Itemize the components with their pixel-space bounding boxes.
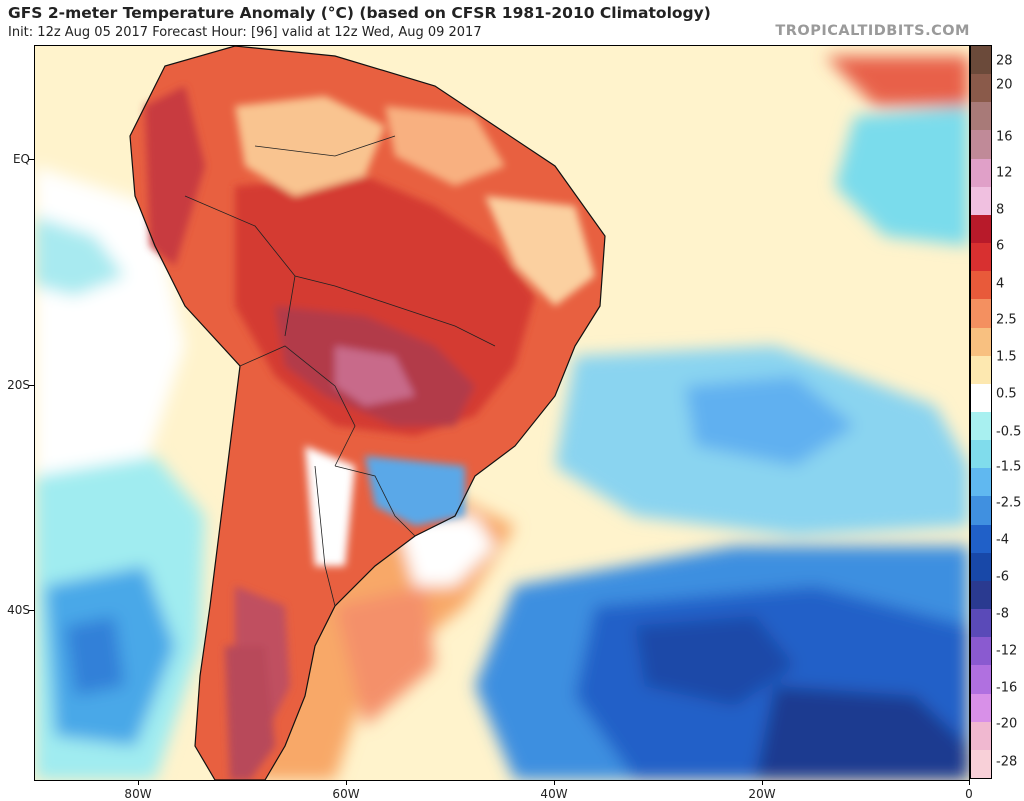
colorbar-segment — [971, 496, 991, 526]
lat-tick — [29, 610, 35, 611]
colorbar-label: 12 — [996, 165, 1013, 181]
colorbar-segment — [971, 749, 991, 779]
colorbar-label: -1.5 — [996, 459, 1022, 475]
colorbar-label: -8 — [996, 606, 1009, 622]
lon-label-60w: 60W — [332, 787, 360, 801]
colorbar-label: 8 — [996, 202, 1005, 218]
source-credit: TROPICALTIDBITS.COM — [775, 23, 970, 39]
forecast-info: Init: 12z Aug 05 2017 Forecast Hour: [96… — [8, 25, 482, 40]
colorbar-label: -2.5 — [996, 495, 1022, 511]
colorbar-segment — [971, 214, 991, 244]
lat-tick — [29, 385, 35, 386]
map-canvas — [35, 46, 969, 780]
land-anomaly-field — [145, 86, 595, 780]
colorbar-label: -28 — [996, 754, 1018, 770]
colorbar-segment — [971, 440, 991, 469]
colorbar-label: -16 — [996, 680, 1018, 696]
colorbar-segment — [971, 102, 991, 131]
colorbar-segment — [971, 74, 991, 103]
country-borders — [184, 135, 496, 607]
colorbar-label: -20 — [996, 716, 1018, 732]
colorbar-segment — [971, 721, 991, 751]
colorbar-segment — [971, 158, 991, 188]
colorbar-segment — [971, 637, 991, 666]
lat-label-20s: 20S — [7, 378, 30, 392]
colorbar-label: -12 — [996, 643, 1018, 659]
colorbar-segment — [971, 327, 991, 357]
colorbar-segment — [971, 468, 991, 497]
colorbar-segment — [971, 355, 991, 385]
colorbar-label: -0.5 — [996, 424, 1022, 440]
lon-tick — [346, 780, 347, 785]
anomaly-map[interactable] — [34, 45, 970, 781]
colorbar-segment — [971, 524, 991, 554]
colorbar-label: 6 — [996, 238, 1005, 254]
colorbar-label: 16 — [996, 129, 1013, 145]
colorbar-label: 1.5 — [996, 349, 1017, 365]
lat-label-40s: 40S — [7, 603, 30, 617]
colorbar-label: 4 — [996, 276, 1005, 292]
colorbar-segment — [971, 383, 991, 413]
colorbar-label: 20 — [996, 77, 1013, 93]
colorbar-segment — [971, 46, 991, 75]
colorbar-segment — [971, 186, 991, 216]
lon-tick — [969, 780, 970, 785]
ocean-anomaly-field — [35, 56, 969, 780]
colorbar-segment — [971, 299, 991, 329]
colorbar-segment — [971, 580, 991, 610]
lon-label-20w: 20W — [748, 787, 776, 801]
colorbar-label: -4 — [996, 532, 1009, 548]
colorbar-segment — [971, 552, 991, 582]
lon-label-40w: 40W — [540, 787, 568, 801]
lon-label-0: 0 — [965, 787, 973, 801]
colorbar-segment — [971, 609, 991, 638]
colorbar-label: 2.5 — [996, 312, 1017, 328]
lon-label-80w: 80W — [124, 787, 152, 801]
colorbar — [970, 45, 992, 779]
coastline — [129, 46, 606, 780]
lon-tick — [762, 780, 763, 785]
colorbar-label: 0.5 — [996, 386, 1017, 402]
colorbar-segment — [971, 665, 991, 695]
colorbar-segment — [971, 412, 991, 441]
colorbar-label: 28 — [996, 53, 1013, 69]
colorbar-segment — [971, 271, 991, 300]
lat-tick — [29, 159, 35, 160]
colorbar-segment — [971, 130, 991, 160]
lat-label-eq: EQ — [12, 152, 30, 166]
colorbar-label: -6 — [996, 569, 1009, 585]
lon-tick — [554, 780, 555, 785]
colorbar-segment — [971, 693, 991, 723]
lon-tick — [138, 780, 139, 785]
chart-title: GFS 2-meter Temperature Anomaly (°C) (ba… — [8, 4, 711, 22]
colorbar-segment — [971, 243, 991, 272]
